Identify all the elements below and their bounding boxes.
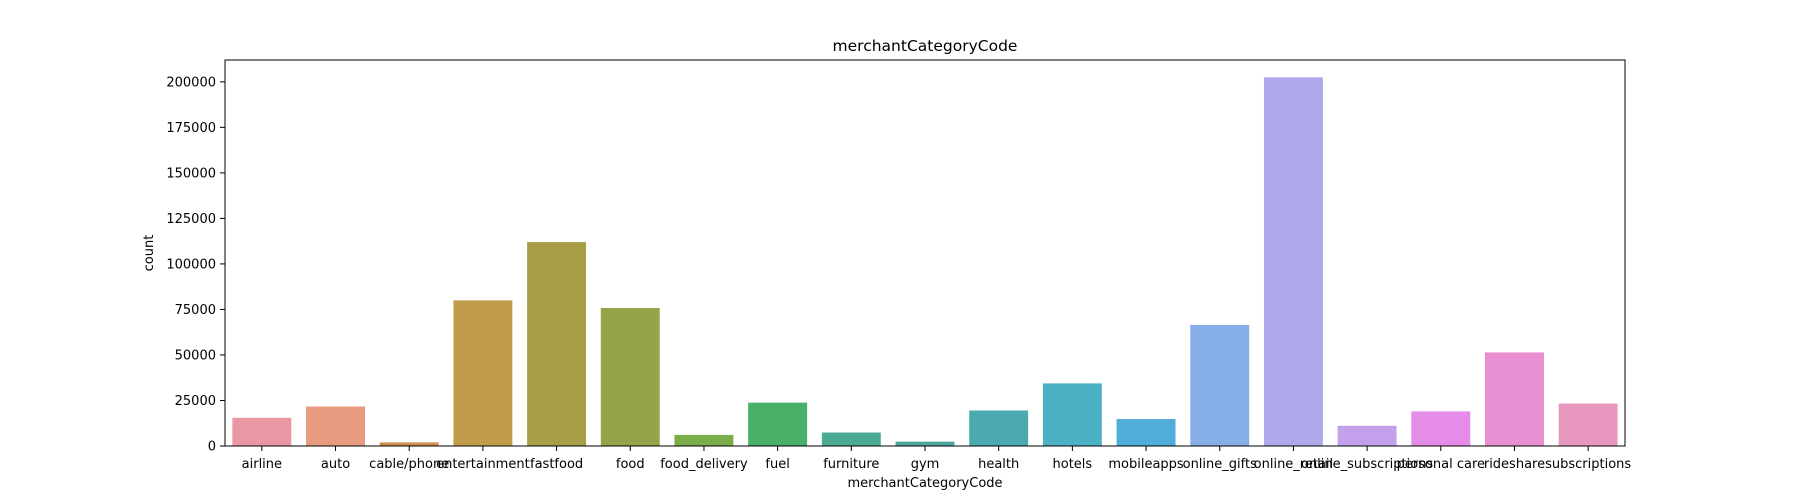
x-axis-label: merchantCategoryCode: [847, 476, 1002, 491]
x-tick-label-food: food: [616, 457, 645, 472]
y-tick-label: 100000: [166, 257, 216, 272]
x-tick-label-entertainment: entertainment: [436, 457, 530, 472]
x-tick-label-health: health: [978, 457, 1019, 472]
x-tick-label-rideshare: rideshare: [1484, 457, 1545, 472]
bar-fastfood: [527, 242, 587, 446]
x-tick-label-fuel: fuel: [765, 457, 789, 472]
x-tick-label-mobileapps: mobileapps: [1108, 457, 1184, 472]
chart-title: merchantCategoryCode: [833, 37, 1018, 55]
bar-health: [969, 410, 1029, 446]
y-tick-label: 25000: [175, 394, 216, 409]
bar-auto: [306, 406, 365, 446]
y-tick-label: 200000: [166, 75, 216, 90]
bar-personal-care: [1411, 411, 1471, 446]
x-tick-label-online-subscriptions: online_subscriptions: [1301, 457, 1433, 472]
x-tick-label-auto: auto: [321, 457, 350, 472]
x-tick-label-food-delivery: food_delivery: [660, 457, 748, 472]
x-tick-label-furniture: furniture: [823, 457, 879, 472]
x-tick-label-hotels: hotels: [1053, 457, 1093, 472]
bar-furniture: [821, 432, 881, 446]
bar-subscriptions: [1558, 403, 1618, 446]
y-tick-label: 75000: [175, 303, 216, 318]
bar-cable-phone: [379, 442, 439, 446]
bar-online-retail: [1263, 77, 1323, 446]
bar-food-delivery: [674, 434, 734, 446]
bar-airline: [232, 417, 292, 446]
y-axis-ticks: 0 25000 50000 75000 100000 125000 150000 175000…: [166, 75, 225, 455]
bar-mobileapps: [1116, 419, 1176, 446]
y-tick-label: 175000: [166, 121, 216, 136]
bar-fuel: [748, 402, 808, 446]
y-tick-label: 0: [208, 440, 216, 455]
x-tick-label-gym: gym: [911, 457, 940, 472]
x-tick-label-online-gifts: online_gifts: [1183, 457, 1257, 472]
y-tick-label: 150000: [166, 166, 216, 181]
x-tick-label-airline: airline: [242, 457, 282, 472]
bar-online-gifts: [1190, 324, 1250, 446]
y-axis-label: count: [142, 235, 157, 272]
x-tick-label-personal-care: personal care: [1397, 457, 1485, 472]
bar-rideshare: [1485, 352, 1544, 446]
plot-frame: [224, 59, 1626, 447]
y-tick-label: 50000: [175, 348, 216, 363]
bars-group: [232, 77, 1618, 446]
bar-food: [600, 307, 660, 446]
bar-online-subscriptions: [1337, 425, 1397, 446]
y-tick-label: 125000: [166, 212, 216, 227]
x-tick-label-cable-phone: cable/phone: [369, 457, 449, 472]
bar-gym: [895, 441, 955, 446]
x-tick-label-online-retail: online_retail: [1254, 457, 1334, 472]
bar-hotels: [1042, 383, 1102, 446]
bar-entertainment: [453, 300, 513, 446]
x-tick-label-fastfood: fastfood: [530, 457, 583, 472]
x-tick-label-subscriptions: subscriptions: [1545, 457, 1631, 472]
